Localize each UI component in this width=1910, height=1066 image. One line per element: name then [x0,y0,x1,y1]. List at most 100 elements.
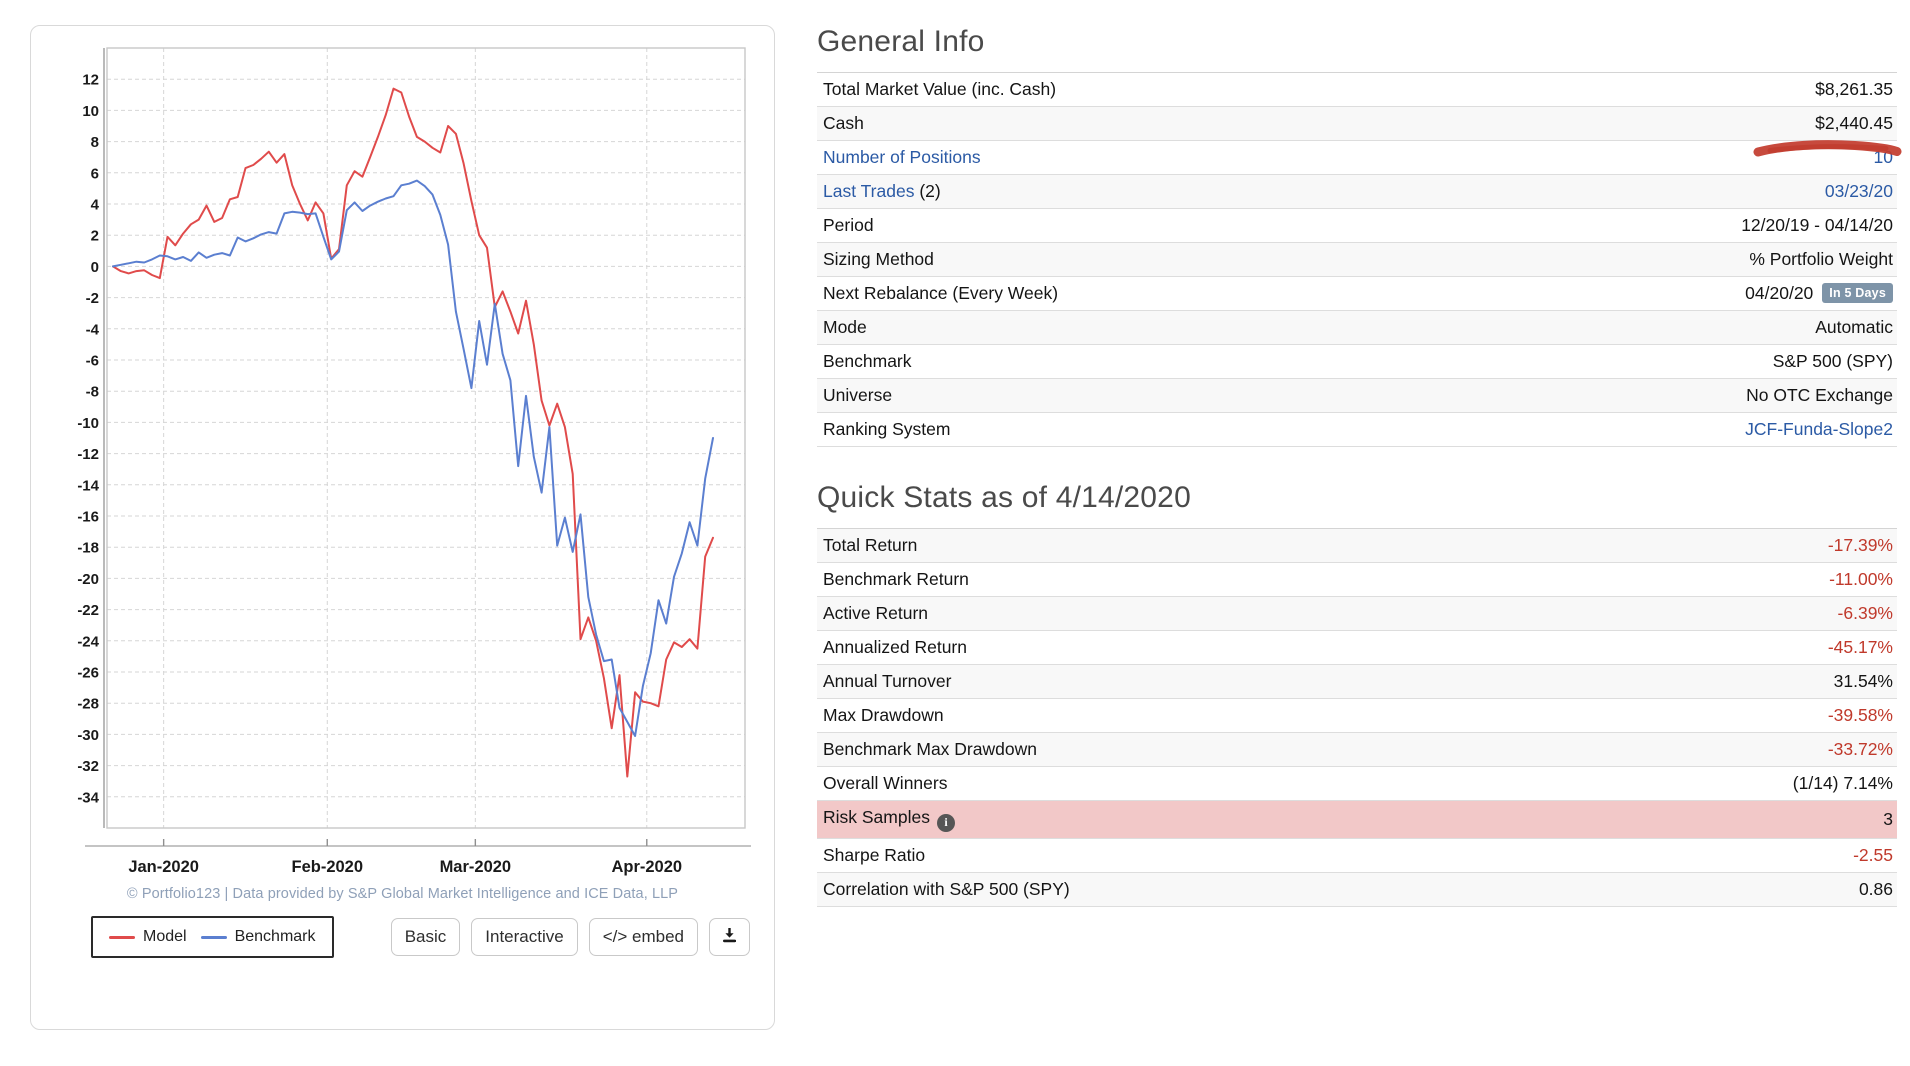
table-row: Correlation with S&P 500 (SPY) 0.86 [817,872,1897,906]
performance-chart: 12 10 8 6 4 2 0 -2 -4 -6 -8 -10 -12 -14 -16 -18 -20 -22 -2… [77,47,751,876]
row-value-cell: -2.55 [1573,838,1897,872]
row-label: Cash [823,113,864,133]
row-label-cell: Mode [817,311,1467,345]
row-label-cell: Benchmark Max Drawdown [817,733,1573,767]
x-axis-tick-label: Feb-2020 [292,858,364,876]
summary-panel: General Info Total Market Value (inc. Ca… [817,25,1902,1030]
legend-label: Benchmark [234,928,316,945]
row-label-suffix: (2) [914,181,941,201]
row-label-cell: Last Trades (2) [817,175,1467,209]
row-label-cell: Universe [817,379,1467,413]
row-value-link[interactable]: JCF-Funda-Slope2 [1745,419,1893,439]
download-button[interactable] [709,917,750,957]
row-label-cell: Annual Turnover [817,665,1573,699]
row-label: Ranking System [823,419,951,439]
row-value-cell: 3 [1573,801,1897,839]
row-label-cell: Cash [817,107,1467,141]
y-axis-tick-label: -34 [77,789,99,806]
general-info-section: General Info Total Market Value (inc. Ca… [817,25,1902,447]
chart-legend: Model Benchmark [91,916,334,958]
legend-label: Model [143,928,187,945]
row-value: 31.54% [1833,671,1893,691]
page: 12 10 8 6 4 2 0 -2 -4 -6 -8 -10 -12 -14 -16 -18 -20 -22 -2… [30,25,1902,1030]
row-label-cell: Total Market Value (inc. Cash) [817,73,1467,107]
quick-stats-table: Total Return -17.39% Benchmark Return -11.0… [817,528,1897,907]
info-icon[interactable]: i [936,813,955,832]
row-value: -33.72% [1827,739,1893,759]
y-axis-tick-label: -12 [77,446,99,463]
row-label-cell: Benchmark [817,345,1467,379]
row-value: S&P 500 (SPY) [1772,351,1893,371]
row-label-link[interactable]: Number of Positions [823,147,981,167]
y-axis-tick-label: -24 [77,633,99,650]
row-label-cell: Period [817,209,1467,243]
table-row: Sharpe Ratio -2.55 [817,838,1897,872]
row-label-cell: Benchmark Return [817,563,1573,597]
row-value-cell: 0.86 [1573,872,1897,906]
row-value-link[interactable]: 03/23/20 [1824,181,1893,201]
row-label-cell: Next Rebalance (Every Week) [817,277,1467,311]
row-label: Annualized Return [823,637,967,657]
row-value: 04/20/20 [1745,283,1814,303]
y-axis-tick-label: -16 [77,509,99,526]
row-label: Mode [823,317,867,337]
row-value-cell: (1/14) 7.14% [1573,767,1897,801]
interactive-button[interactable]: Interactive [471,917,578,957]
y-axis-tick-label: 6 [91,165,99,182]
row-label-cell: Sharpe Ratio [817,838,1573,872]
y-axis-tick-label: -28 [77,696,99,713]
table-row: Universe No OTC Exchange [817,378,1897,413]
row-label-cell: Annualized Return [817,631,1573,665]
row-value-cell: -39.58% [1573,699,1897,733]
table-row: Benchmark S&P 500 (SPY) [817,345,1897,379]
row-value-cell: S&P 500 (SPY) [1467,345,1897,379]
table-row: Benchmark Return -11.00% [817,563,1897,597]
row-value: No OTC Exchange [1746,385,1893,405]
row-value-cell: -33.72% [1573,733,1897,767]
basic-button[interactable]: Basic [390,917,461,957]
model-line-swatch [109,935,135,939]
row-value-cell: 31.54% [1573,665,1897,699]
table-row: Sizing Method % Portfolio Weight [817,242,1897,277]
row-label: Total Market Value (inc. Cash) [823,79,1057,99]
row-value: -6.39% [1837,603,1893,623]
row-value: $8,261.35 [1815,79,1893,99]
row-value: Automatic [1815,317,1893,337]
y-axis-tick-label: -18 [77,540,99,557]
row-value-cell: 10 [1467,141,1897,175]
row-label: Universe [823,385,893,405]
y-axis-tick-label: -22 [77,602,99,619]
y-axis-tick-label: 10 [82,103,99,120]
row-value-cell: No OTC Exchange [1467,379,1897,413]
row-value-cell: $2,440.45 [1467,107,1897,141]
general-info-title: General Info [817,25,985,58]
y-axis-tick-label: -30 [77,727,99,744]
row-label-cell: Correlation with S&P 500 (SPY) [817,872,1573,906]
y-axis-tick-label: 8 [91,134,99,151]
row-value-cell: $8,261.35 [1467,73,1897,107]
row-label-cell: Number of Positions [817,141,1467,175]
chart-attribution: © Portfolio123 | Data provided by S&P Gl… [126,886,679,902]
table-row: Cash $2,440.45 [817,106,1897,141]
row-label: Risk Samples [823,807,930,827]
table-row: Benchmark Max Drawdown -33.72% [817,732,1897,767]
y-axis-tick-label: -6 [86,353,99,370]
row-label: Total Return [823,535,918,555]
legend-item-model[interactable]: Model [109,928,187,946]
benchmark-line [112,179,714,737]
performance-chart-card: 12 10 8 6 4 2 0 -2 -4 -6 -8 -10 -12 -14 -16 -18 -20 -22 -2… [30,25,775,1030]
embed-button[interactable]: </> embed [588,917,698,957]
row-value: 0.86 [1858,878,1893,899]
row-label: Sharpe Ratio [823,844,926,865]
row-value: -45.17% [1827,637,1893,657]
rebalance-countdown-badge: In 5 Days [1822,283,1893,303]
row-value-cell: Automatic [1467,311,1897,345]
legend-item-benchmark[interactable]: Benchmark [200,928,316,946]
chart-controls-row: Model Benchmark Basic Interactive </> em… [45,916,760,958]
quick-stats-title: Quick Stats as of 4/14/2020 [817,481,1191,514]
row-label-link[interactable]: Last Trades [823,181,915,201]
row-value-link[interactable]: 10 [1873,147,1893,167]
y-axis-tick-label: -4 [86,321,100,338]
row-value-cell: -11.00% [1573,563,1897,597]
row-label: Max Drawdown [823,705,944,725]
